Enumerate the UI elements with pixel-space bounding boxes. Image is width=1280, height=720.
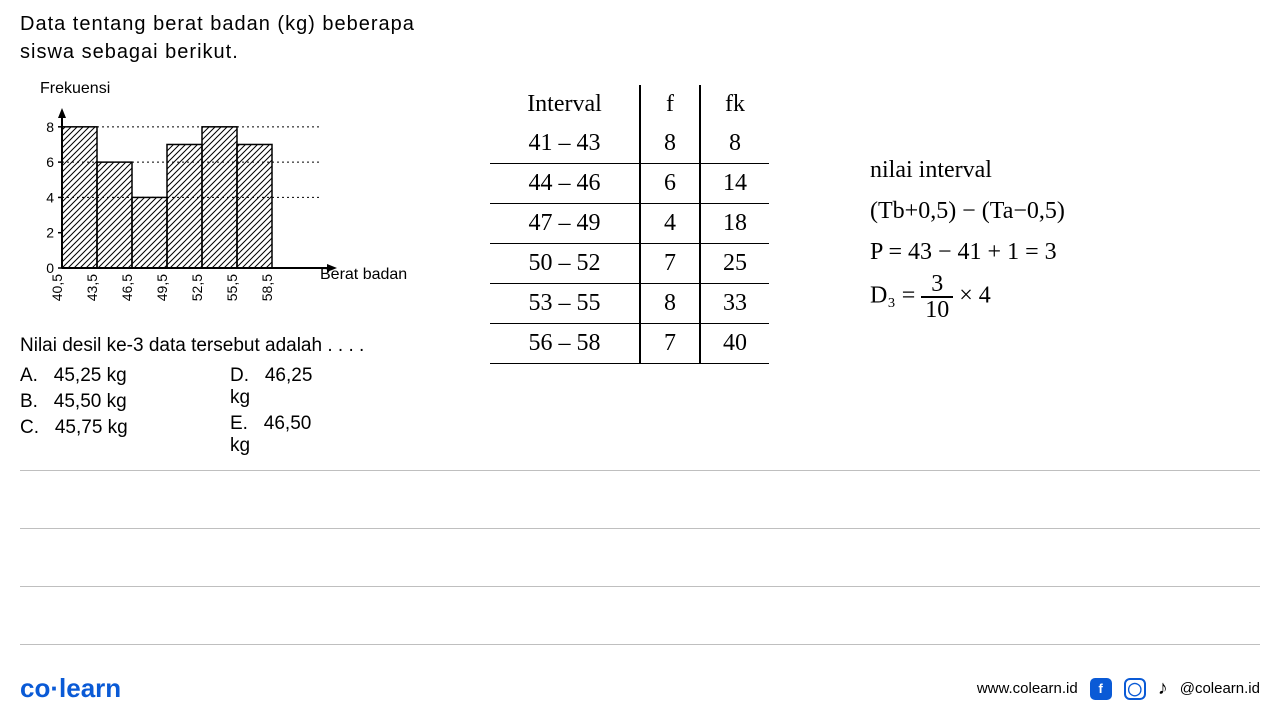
frequency-table: Intervalffk41 – 438844 – 4661447 – 49418… xyxy=(490,85,769,364)
svg-text:6: 6 xyxy=(46,154,54,170)
svg-text:0: 0 xyxy=(46,260,54,276)
instagram-icon: ◯ xyxy=(1124,678,1146,700)
svg-text:49,5: 49,5 xyxy=(154,274,170,301)
svg-text:55,5: 55,5 xyxy=(224,274,240,301)
svg-text:43,5: 43,5 xyxy=(84,274,100,301)
svg-text:4: 4 xyxy=(46,189,54,205)
question-title-line1: Data tentang berat badan (kg) beberapa xyxy=(20,10,420,38)
answer-options: A. 45,25 kg B. 45,50 kg C. 45,75 kg D. 4… xyxy=(20,365,128,443)
footer: co·learn www.colearn.id f ◯ ♪ @colearn.i… xyxy=(20,673,1260,704)
question-title-line2: siswa sebagai berikut. xyxy=(20,38,420,66)
svg-text:2: 2 xyxy=(46,225,54,241)
option-b: B. 45,50 kg xyxy=(20,391,128,413)
svg-text:40,5: 40,5 xyxy=(49,274,65,301)
option-d: D. 46,25 kg xyxy=(230,365,312,409)
note-line3: P = 43 − 41 + 1 = 3 xyxy=(870,232,1065,273)
x-axis-label: Berat badan xyxy=(320,266,407,284)
option-c: C. 45,75 kg xyxy=(20,417,128,439)
footer-url: www.colearn.id xyxy=(977,680,1078,697)
svg-text:46,5: 46,5 xyxy=(119,274,135,301)
histogram-svg: 0 2 4 6 8 40,5 43,5 46,5 49,5 52,5 55,5 58,5 xyxy=(36,108,346,308)
svg-text:58,5: 58,5 xyxy=(259,274,275,301)
histogram-chart: 0246840,543,546,549,552,555,558,5 xyxy=(36,108,346,288)
working-notes: nilai interval (Tb+0,5) − (Ta−0,5) P = 4… xyxy=(870,150,1065,322)
question-prompt: Nilai desil ke-3 data tersebut adalah . … xyxy=(20,335,364,357)
svg-text:8: 8 xyxy=(46,119,54,135)
option-a: A. 45,25 kg xyxy=(20,365,128,387)
svg-text:52,5: 52,5 xyxy=(189,274,205,301)
note-line4: D₃ = 310 × 4 xyxy=(870,272,1065,322)
note-line2: (Tb+0,5) − (Ta−0,5) xyxy=(870,191,1065,232)
question-title: Data tentang berat badan (kg) beberapa s… xyxy=(20,10,420,66)
note-line1: nilai interval xyxy=(870,150,1065,191)
y-axis-label: Frekuensi xyxy=(40,80,110,98)
option-e: E. 46,50 kg xyxy=(230,413,312,457)
footer-handle: @colearn.id xyxy=(1180,680,1260,697)
brand-logo: co·learn xyxy=(20,673,121,704)
tiktok-icon: ♪ xyxy=(1158,677,1168,700)
facebook-icon: f xyxy=(1090,678,1112,700)
